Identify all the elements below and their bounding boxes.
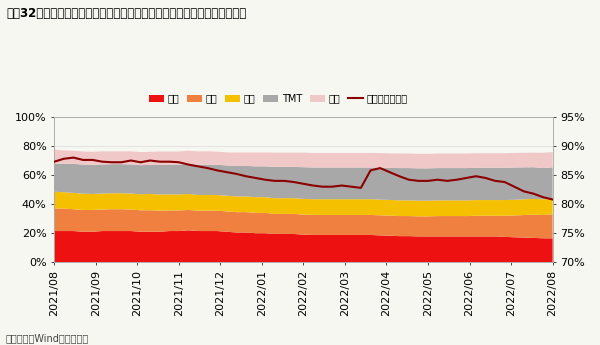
- Text: 资料来源：Wind，华泰研究: 资料来源：Wind，华泰研究: [6, 333, 89, 343]
- Legend: 周期, 消费, 金融, TMT, 其它, 总仓位（右轴）: 周期, 消费, 金融, TMT, 其它, 总仓位（右轴）: [146, 90, 412, 108]
- Text: 图表32：偏股混合型基金中周期板块仓位近一个月下降，消费板块仓位上升: 图表32：偏股混合型基金中周期板块仓位近一个月下降，消费板块仓位上升: [6, 7, 246, 20]
